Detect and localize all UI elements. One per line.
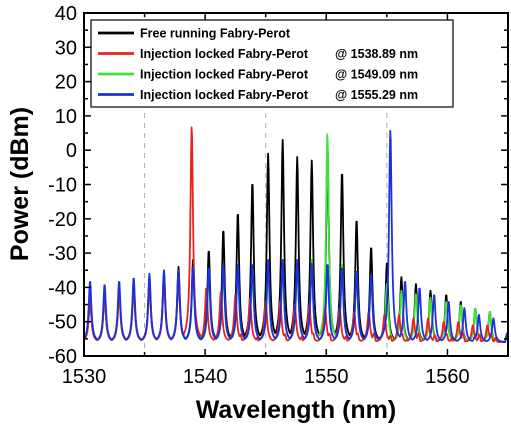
y-tick-label: -50 [48,312,77,334]
y-tick-labels: -60 -50 -40 -30 -20 -10 0 10 20 30 40 [48,3,77,368]
y-tick-label: 0 [66,140,77,162]
y-tick-label: 20 [55,72,77,94]
x-tick-labels: 1530 1540 1550 1560 [62,366,470,388]
x-tick-label: 1550 [304,366,349,388]
legend-label-1: Injection locked Fabry-Perot [140,47,309,61]
x-axis-title: Wavelength (nm) [196,396,396,424]
y-tick-label: 30 [55,37,77,59]
x-tick-label: 1540 [183,366,228,388]
x-tick-label: 1560 [425,366,470,388]
legend-wavelength-2: @ 1549.09 nm [335,68,418,82]
legend-wavelength-1: @ 1538.89 nm [335,47,418,61]
legend-label-3: Injection locked Fabry-Perot [140,88,309,102]
gridlines [144,13,388,356]
y-tick-label: -20 [48,209,77,231]
legend-wavelength-3: @ 1555.29 nm [335,88,418,102]
legend-label-2: Injection locked Fabry-Perot [140,68,309,82]
y-axis-title: Power (dBm) [6,107,34,261]
series-group [84,126,508,344]
y-tick-label: -30 [48,243,77,265]
series-line-3 [84,129,508,343]
y-tick-label: -10 [48,175,77,197]
legend: Free running Fabry-Perot Injection locked… [90,19,454,108]
legend-box [90,19,454,108]
axis-ticks [83,12,509,357]
y-tick-label: 40 [55,3,77,25]
y-tick-label: 10 [55,106,77,128]
legend-label-0: Free running Fabry-Perot [140,27,291,41]
x-tick-label: 1530 [62,366,107,388]
y-tick-label: -60 [48,346,77,368]
y-tick-label: -40 [48,277,77,299]
